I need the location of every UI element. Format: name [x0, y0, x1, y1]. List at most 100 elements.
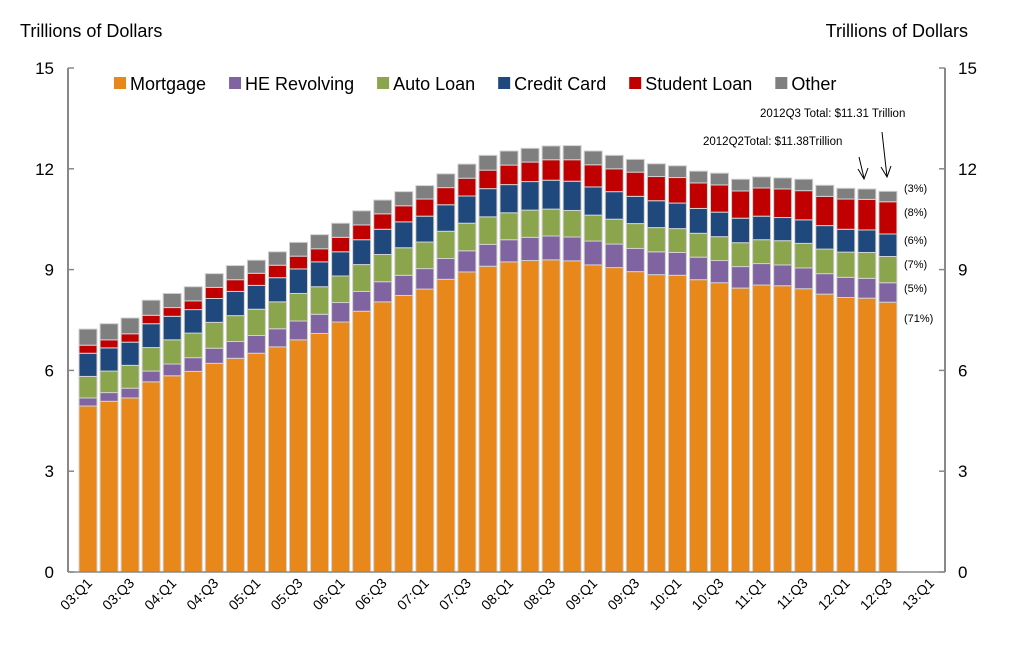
- bar-other: [773, 177, 793, 190]
- bar-he-revolving: [225, 341, 245, 359]
- bar-auto-loan: [625, 223, 645, 249]
- bar-student-loan: [583, 164, 603, 188]
- bar-he-revolving: [836, 276, 856, 298]
- bar-other: [141, 299, 161, 316]
- bar-other: [878, 190, 898, 203]
- bar-credit-card: [78, 352, 98, 377]
- bar-mortgage: [289, 339, 308, 573]
- x-tick-label: 11:Q3: [773, 575, 811, 613]
- bar-he-revolving: [183, 357, 203, 372]
- bar-he-revolving: [752, 263, 772, 286]
- bar-other: [246, 259, 266, 274]
- bar-credit-card: [857, 229, 877, 253]
- x-tick-label: 09:Q1: [562, 575, 600, 613]
- bar-other: [99, 323, 119, 341]
- bar-he-revolving: [731, 266, 751, 289]
- bar-mortgage: [752, 284, 772, 573]
- legend-label: HE Revolving: [245, 74, 354, 94]
- bar-mortgage: [225, 357, 245, 573]
- x-tick-label: 12:Q3: [857, 575, 895, 613]
- bar-other: [162, 292, 182, 309]
- bar-other: [352, 210, 372, 226]
- bar-other: [289, 241, 308, 257]
- bar-auto-loan: [225, 315, 245, 343]
- bar-credit-card: [162, 315, 182, 341]
- left-y-tick-label: 9: [45, 261, 54, 280]
- bar-he-revolving: [373, 281, 393, 303]
- x-tick-label: 03:Q3: [99, 575, 137, 613]
- x-tick-label: 07:Q3: [436, 575, 474, 613]
- x-tick-label: 08:Q3: [520, 575, 558, 613]
- bar-auto-loan: [710, 236, 729, 262]
- bar-mortgage: [457, 271, 477, 573]
- legend-swatch: [377, 77, 390, 89]
- bar-he-revolving: [267, 328, 287, 348]
- bar-auto-loan: [815, 248, 835, 275]
- bar-mortgage: [246, 352, 266, 573]
- bar-auto-loan: [183, 332, 203, 359]
- bar-other: [646, 163, 666, 178]
- bar-auto-loan: [246, 308, 266, 336]
- legend-swatch: [114, 77, 126, 89]
- x-tick-label: 05:Q1: [225, 575, 263, 613]
- right-axis-title: Trillions of Dollars: [825, 21, 968, 41]
- bar-credit-card: [394, 221, 414, 249]
- bar-auto-loan: [794, 242, 814, 269]
- arrow-q3-head: [880, 165, 892, 179]
- bar-credit-card: [625, 195, 645, 225]
- bar-he-revolving: [457, 250, 477, 273]
- bar-he-revolving: [331, 302, 351, 323]
- bar-auto-loan: [99, 370, 119, 394]
- bar-auto-loan: [352, 264, 372, 292]
- bar-he-revolving: [857, 277, 877, 299]
- bar-he-revolving: [78, 397, 98, 407]
- bar-auto-loan: [78, 375, 98, 399]
- right-y-tick-label: 9: [958, 261, 967, 280]
- bar-other: [541, 145, 561, 161]
- bar-credit-card: [225, 290, 245, 317]
- bar-student-loan: [752, 187, 772, 217]
- bar-he-revolving: [541, 235, 561, 261]
- bar-mortgage: [478, 265, 498, 573]
- x-tick-label: 04:Q1: [141, 575, 179, 613]
- bar-he-revolving: [794, 267, 814, 290]
- bar-he-revolving: [625, 247, 645, 273]
- bar-credit-card: [310, 261, 330, 288]
- bar-other: [625, 158, 645, 173]
- arrow-q3: [881, 131, 888, 178]
- legend-label: Other: [791, 74, 836, 94]
- bar-credit-card: [120, 341, 140, 366]
- bar-mortgage: [78, 405, 98, 573]
- bar-credit-card: [457, 195, 477, 224]
- bar-student-loan: [688, 182, 708, 209]
- x-tick-label: 11:Q1: [731, 575, 769, 613]
- bar-credit-card: [646, 200, 666, 229]
- bar-credit-card: [794, 219, 814, 244]
- bar-student-loan: [394, 205, 414, 223]
- share-label: (3%): [904, 183, 927, 195]
- bar-mortgage: [710, 282, 729, 573]
- bar-mortgage: [667, 274, 687, 573]
- x-tick-label: 08:Q1: [478, 575, 516, 613]
- bar-student-loan: [141, 314, 161, 325]
- legend-swatch: [629, 77, 642, 89]
- bar-auto-loan: [752, 239, 772, 265]
- bar-he-revolving: [352, 290, 372, 312]
- bar-student-loan: [436, 187, 456, 206]
- bar-auto-loan: [373, 253, 393, 283]
- bar-auto-loan: [520, 209, 540, 238]
- bar-student-loan: [289, 255, 308, 270]
- right-y-tick-label: 3: [958, 462, 967, 481]
- bar-auto-loan: [773, 240, 793, 266]
- bar-other: [331, 222, 351, 238]
- bar-other: [667, 165, 687, 179]
- bar-auto-loan: [499, 212, 519, 241]
- bar-other: [457, 163, 477, 179]
- bar-student-loan: [99, 339, 119, 349]
- bar-student-loan: [310, 248, 330, 263]
- bar-credit-card: [204, 297, 224, 323]
- arrow-q2: [858, 156, 865, 179]
- bar-he-revolving: [773, 264, 793, 287]
- bar-other: [752, 176, 772, 189]
- bar-mortgage: [394, 294, 414, 573]
